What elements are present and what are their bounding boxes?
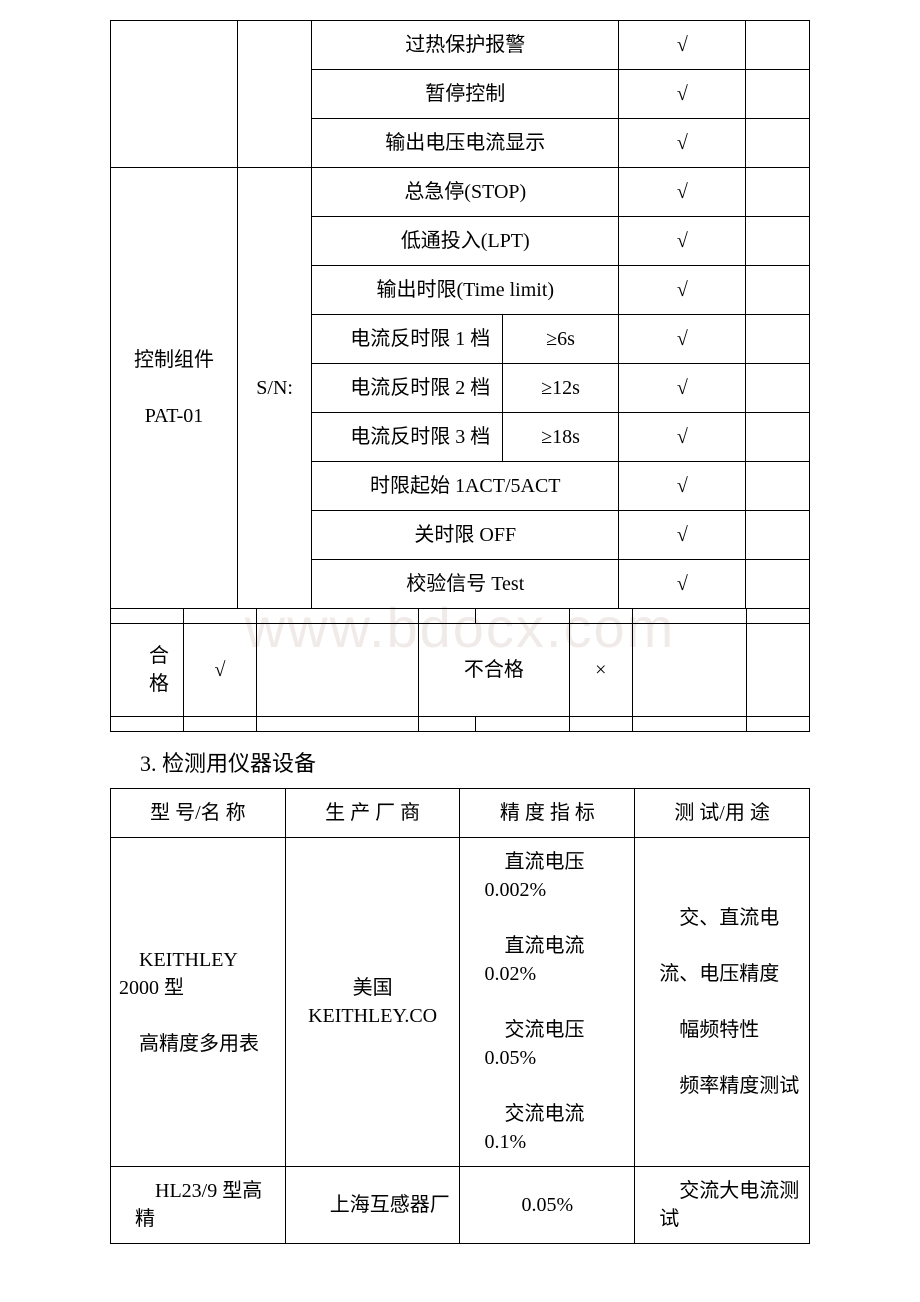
check-mark: √ xyxy=(619,315,746,364)
item-label: 暂停控制 xyxy=(312,70,619,119)
item-label: 时限起始 1ACT/5ACT xyxy=(312,462,619,511)
item-label: 总急停(STOP) xyxy=(312,168,619,217)
col-header-use: 测 试/用 途 xyxy=(635,789,810,838)
control-items-table: 过热保护报警 √ 暂停控制 √ 输出电压电流显示 √ 控制组件 PAT-01 S… xyxy=(110,20,810,609)
table-row xyxy=(111,609,810,624)
spec-cell: 直流电压 0.002% 直流电流 0.02% 交流电压 0.05% 交流电流 0… xyxy=(460,838,635,1167)
fail-label: 不合格 xyxy=(418,624,569,717)
table-row xyxy=(111,717,810,732)
item-label: 校验信号 Test xyxy=(312,560,619,609)
check-mark: √ xyxy=(619,511,746,560)
model-cell: HL23/9 型高精 xyxy=(111,1167,286,1244)
use-cell: 交、直流电 流、电压精度 幅频特性 频率精度测试 xyxy=(635,838,810,1167)
item-label: 电流反时限 2 档 xyxy=(312,364,503,413)
mfr-cell: 上海互感器厂 xyxy=(285,1167,460,1244)
check-mark: √ xyxy=(619,266,746,315)
spec-cell: 0.05% xyxy=(460,1167,635,1244)
item-label: 关时限 OFF xyxy=(312,511,619,560)
serial-number-label: S/N: xyxy=(238,168,312,609)
check-mark: √ xyxy=(619,168,746,217)
table-row: 过热保护报警 √ xyxy=(111,21,810,70)
fail-mark: × xyxy=(570,624,633,717)
table-row: 合格 √ 不合格 × xyxy=(111,624,810,717)
table-row: HL23/9 型高精 上海互感器厂 0.05% 交流大电流测试 xyxy=(111,1167,810,1244)
section-3-heading: 3. 检测用仪器设备 xyxy=(110,732,810,788)
check-mark: √ xyxy=(619,462,746,511)
item-label: 电流反时限 3 档 xyxy=(312,413,503,462)
item-value: ≥6s xyxy=(502,315,618,364)
pass-mark: √ xyxy=(184,624,257,717)
check-mark: √ xyxy=(619,70,746,119)
table-row: KEITHLEY 2000 型 高精度多用表 美国KEITHLEY.CO 直流电… xyxy=(111,838,810,1167)
mfr-cell: 美国KEITHLEY.CO xyxy=(285,838,460,1167)
col-header-model: 型 号/名 称 xyxy=(111,789,286,838)
item-label: 过热保护报警 xyxy=(312,21,619,70)
item-label: 输出电压电流显示 xyxy=(312,119,619,168)
check-mark: √ xyxy=(619,21,746,70)
check-mark: √ xyxy=(619,217,746,266)
item-value: ≥12s xyxy=(502,364,618,413)
item-label: 电流反时限 1 档 xyxy=(312,315,503,364)
item-label: 低通投入(LPT) xyxy=(312,217,619,266)
col-header-spec: 精 度 指 标 xyxy=(460,789,635,838)
use-cell: 交流大电流测试 xyxy=(635,1167,810,1244)
instruments-table: 型 号/名 称 生 产 厂 商 精 度 指 标 测 试/用 途 KEITHLEY… xyxy=(110,788,810,1244)
check-mark: √ xyxy=(619,560,746,609)
table-row: 型 号/名 称 生 产 厂 商 精 度 指 标 测 试/用 途 xyxy=(111,789,810,838)
item-label: 输出时限(Time limit) xyxy=(312,266,619,315)
check-mark: √ xyxy=(619,119,746,168)
check-mark: √ xyxy=(619,364,746,413)
table-row: 控制组件 PAT-01 S/N: 总急停(STOP) √ xyxy=(111,168,810,217)
model-cell: KEITHLEY 2000 型 高精度多用表 xyxy=(111,838,286,1167)
pass-fail-table: 合格 √ 不合格 × xyxy=(110,608,810,732)
col-header-mfr: 生 产 厂 商 xyxy=(285,789,460,838)
item-value: ≥18s xyxy=(502,413,618,462)
check-mark: √ xyxy=(619,413,746,462)
pass-label: 合格 xyxy=(111,624,184,717)
control-component-name: 控制组件 PAT-01 xyxy=(111,168,238,609)
